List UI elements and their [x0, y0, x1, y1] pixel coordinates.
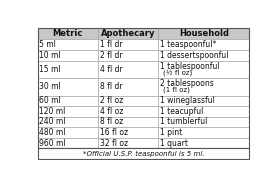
Text: 1 quart: 1 quart — [160, 139, 188, 148]
Text: 60 ml: 60 ml — [39, 96, 61, 105]
Text: 960 ml: 960 ml — [39, 139, 66, 148]
Text: 1 tablespoonful: 1 tablespoonful — [160, 62, 220, 71]
Text: 1 tumblerful: 1 tumblerful — [160, 118, 207, 127]
Text: 240 ml: 240 ml — [39, 118, 66, 127]
Text: 480 ml: 480 ml — [39, 128, 66, 137]
Text: 30 ml: 30 ml — [39, 82, 61, 91]
Text: 1 teacupful: 1 teacupful — [160, 107, 204, 116]
Bar — [38, 138, 98, 148]
Text: *Official U.S.P. teaspoonful is 5 ml.: *Official U.S.P. teaspoonful is 5 ml. — [83, 150, 204, 157]
Bar — [158, 61, 249, 78]
Bar — [38, 117, 98, 127]
Bar — [38, 28, 98, 39]
Text: 4 fl oz: 4 fl oz — [100, 107, 123, 116]
Bar — [158, 28, 249, 39]
Text: 2 fl dr: 2 fl dr — [100, 51, 122, 60]
Bar — [158, 138, 249, 148]
Text: 8 fl oz: 8 fl oz — [100, 118, 123, 127]
Bar — [38, 50, 98, 61]
Bar — [38, 148, 249, 159]
Text: 1 pint: 1 pint — [160, 128, 182, 137]
Bar — [158, 39, 249, 50]
Bar — [98, 78, 158, 96]
Bar — [98, 117, 158, 127]
Bar — [158, 127, 249, 138]
Bar — [38, 28, 249, 148]
Text: 120 ml: 120 ml — [39, 107, 66, 116]
Bar — [158, 50, 249, 61]
Bar — [98, 106, 158, 117]
Bar — [98, 28, 158, 39]
Text: 1 dessertspoonful: 1 dessertspoonful — [160, 51, 228, 60]
Text: Household: Household — [179, 29, 229, 38]
Text: 1 wineglassful: 1 wineglassful — [160, 96, 215, 105]
Text: (½ fl oz): (½ fl oz) — [163, 69, 193, 76]
Bar — [38, 61, 98, 78]
Text: 10 ml: 10 ml — [39, 51, 61, 60]
Bar — [98, 96, 158, 106]
Text: 1 teaspoonful*: 1 teaspoonful* — [160, 40, 216, 49]
Text: Apothecary: Apothecary — [101, 29, 155, 38]
Bar — [38, 39, 98, 50]
Text: 1 fl dr: 1 fl dr — [100, 40, 122, 49]
Text: 32 fl oz: 32 fl oz — [100, 139, 128, 148]
Text: (1 fl oz): (1 fl oz) — [163, 87, 190, 93]
Bar — [158, 117, 249, 127]
Bar — [38, 106, 98, 117]
Bar — [98, 127, 158, 138]
Text: 2 fl oz: 2 fl oz — [100, 96, 123, 105]
Text: 5 ml: 5 ml — [39, 40, 56, 49]
Text: 8 fl dr: 8 fl dr — [100, 82, 122, 91]
Bar — [98, 50, 158, 61]
Bar — [38, 78, 98, 96]
Bar — [38, 96, 98, 106]
Bar — [158, 106, 249, 117]
Bar — [98, 61, 158, 78]
Bar — [98, 39, 158, 50]
Text: Metric: Metric — [53, 29, 83, 38]
Bar — [158, 96, 249, 106]
Bar — [98, 138, 158, 148]
Bar — [38, 127, 98, 138]
Text: 4 fl dr: 4 fl dr — [100, 65, 122, 74]
Bar — [158, 78, 249, 96]
Text: 15 ml: 15 ml — [39, 65, 61, 74]
Text: 2 tablespoons: 2 tablespoons — [160, 79, 214, 88]
Text: 16 fl oz: 16 fl oz — [100, 128, 128, 137]
